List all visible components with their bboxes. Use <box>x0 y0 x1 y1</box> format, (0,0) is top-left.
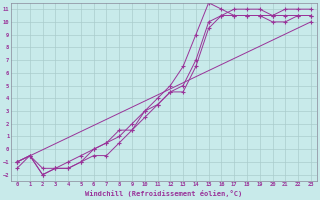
X-axis label: Windchill (Refroidissement éolien,°C): Windchill (Refroidissement éolien,°C) <box>85 190 243 197</box>
